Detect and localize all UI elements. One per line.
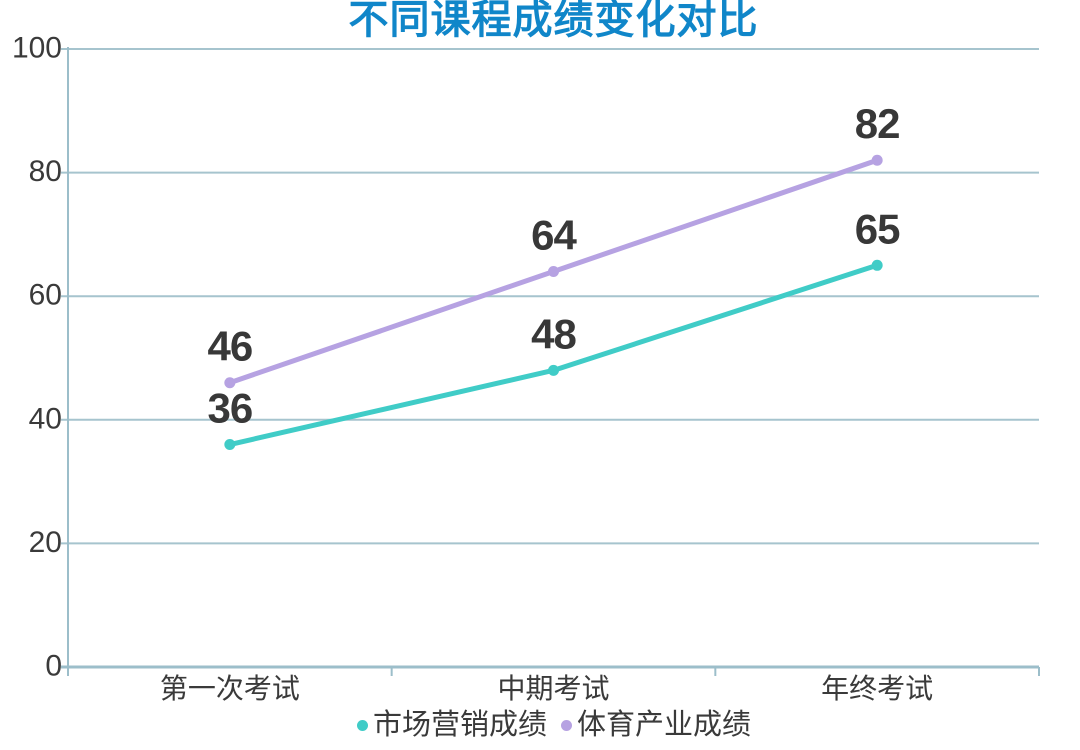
- data-label-1-0: 46: [207, 323, 252, 370]
- y-axis-tick-label: 0: [45, 650, 62, 683]
- y-axis-tick-label: 40: [29, 402, 62, 435]
- data-point-0-2[interactable]: [871, 259, 883, 271]
- data-label-1-2: 82: [855, 100, 900, 147]
- data-label-1-1: 64: [531, 211, 577, 258]
- data-label-0-0: 36: [207, 385, 252, 432]
- data-point-1-0[interactable]: [224, 377, 236, 389]
- data-point-1-2[interactable]: [871, 154, 883, 166]
- data-point-1-1[interactable]: [548, 265, 559, 277]
- y-axis-tick-label: 100: [12, 32, 62, 65]
- legend-dot-icon: [356, 719, 368, 731]
- y-axis-tick-label: 80: [29, 155, 62, 188]
- legend-item-label: 市场营销成绩: [372, 709, 547, 741]
- legend-item-1[interactable]: 体育产业成绩: [561, 708, 751, 742]
- data-label-0-2: 65: [855, 205, 900, 252]
- legend-dot-icon: [561, 719, 572, 731]
- x-axis-category-label: 第一次考试: [160, 673, 300, 704]
- data-point-0-0[interactable]: [224, 439, 236, 451]
- data-point-0-1[interactable]: [548, 364, 559, 376]
- data-label-0-1: 48: [531, 310, 576, 357]
- chart-title: 不同课程成绩变化对比: [348, 0, 759, 42]
- legend-item-0[interactable]: 市场营销成绩: [356, 708, 547, 742]
- y-axis-tick-label: 60: [29, 279, 62, 312]
- x-axis-category-label: 年终考试: [821, 673, 933, 704]
- chart-legend: 市场营销成绩 体育产业成绩: [0, 708, 1080, 742]
- x-axis-category-label: 中期考试: [497, 673, 609, 704]
- legend-item-label: 体育产业成绩: [577, 709, 752, 741]
- y-axis-tick-label: 20: [29, 526, 62, 559]
